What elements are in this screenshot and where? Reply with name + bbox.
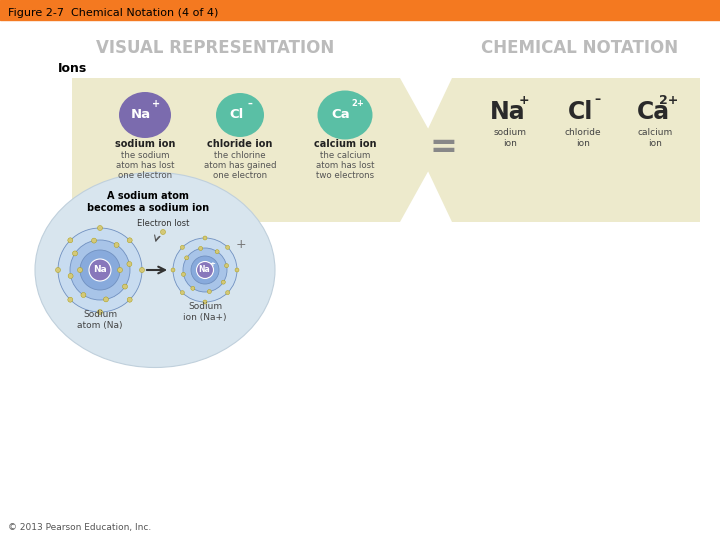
- Text: 2+: 2+: [660, 93, 679, 106]
- Polygon shape: [72, 78, 440, 222]
- Text: Cl: Cl: [568, 100, 594, 124]
- Ellipse shape: [221, 280, 225, 284]
- Ellipse shape: [122, 284, 127, 289]
- Text: CHEMICAL NOTATION: CHEMICAL NOTATION: [482, 39, 678, 57]
- Ellipse shape: [140, 267, 145, 273]
- Ellipse shape: [161, 230, 166, 234]
- Ellipse shape: [78, 267, 83, 273]
- Bar: [0, 0, 720, 20]
- Text: A sodium atom
becomes a sodium ion: A sodium atom becomes a sodium ion: [87, 191, 209, 213]
- Text: +: +: [152, 99, 160, 109]
- Ellipse shape: [68, 297, 73, 302]
- Ellipse shape: [81, 293, 86, 298]
- Ellipse shape: [89, 259, 111, 281]
- Ellipse shape: [181, 291, 184, 295]
- Ellipse shape: [97, 309, 102, 314]
- Text: 2+: 2+: [351, 98, 364, 107]
- Ellipse shape: [127, 261, 132, 267]
- Ellipse shape: [183, 248, 227, 292]
- Ellipse shape: [127, 297, 132, 302]
- Ellipse shape: [80, 250, 120, 290]
- Text: Ions: Ions: [58, 62, 87, 75]
- Ellipse shape: [127, 238, 132, 243]
- Ellipse shape: [181, 272, 186, 276]
- Ellipse shape: [91, 238, 96, 243]
- Ellipse shape: [191, 256, 219, 284]
- Ellipse shape: [216, 93, 264, 137]
- Text: Na: Na: [131, 107, 151, 120]
- Text: the sodium: the sodium: [121, 151, 169, 159]
- Text: +: +: [235, 239, 246, 252]
- Text: Ca: Ca: [636, 100, 670, 124]
- Text: two electrons: two electrons: [316, 171, 374, 179]
- Ellipse shape: [58, 228, 142, 312]
- Text: the chlorine: the chlorine: [214, 151, 266, 159]
- Ellipse shape: [225, 264, 228, 268]
- Ellipse shape: [114, 242, 119, 247]
- Ellipse shape: [73, 251, 78, 256]
- Text: Electron lost: Electron lost: [137, 219, 189, 228]
- Text: –: –: [248, 99, 253, 109]
- Ellipse shape: [35, 172, 275, 368]
- Text: © 2013 Pearson Education, Inc.: © 2013 Pearson Education, Inc.: [8, 523, 151, 532]
- Ellipse shape: [203, 300, 207, 304]
- Text: atom has lost: atom has lost: [116, 160, 174, 170]
- Ellipse shape: [203, 236, 207, 240]
- Ellipse shape: [225, 291, 230, 295]
- Ellipse shape: [191, 286, 195, 291]
- Polygon shape: [418, 78, 700, 222]
- Text: Figure 2-7  Chemical Notation (4 of 4): Figure 2-7 Chemical Notation (4 of 4): [8, 8, 218, 18]
- Text: sodium ion: sodium ion: [114, 139, 175, 149]
- Text: Cl: Cl: [230, 107, 244, 120]
- Ellipse shape: [225, 245, 230, 249]
- Ellipse shape: [97, 226, 102, 231]
- Text: Sodium
ion (Na+): Sodium ion (Na+): [184, 302, 227, 322]
- Text: chloride
ion: chloride ion: [564, 129, 601, 148]
- Text: Ca: Ca: [332, 107, 351, 120]
- Ellipse shape: [215, 249, 219, 254]
- Ellipse shape: [68, 273, 73, 279]
- Text: one electron: one electron: [213, 171, 267, 179]
- Text: calcium
ion: calcium ion: [637, 129, 672, 148]
- Ellipse shape: [117, 267, 122, 273]
- Ellipse shape: [184, 256, 189, 260]
- Ellipse shape: [119, 92, 171, 138]
- Ellipse shape: [68, 238, 73, 243]
- Text: the calcium: the calcium: [320, 151, 370, 159]
- Text: =: =: [429, 132, 457, 165]
- Text: atom has gained: atom has gained: [204, 160, 276, 170]
- Text: Na: Na: [93, 266, 107, 274]
- Text: atom has lost: atom has lost: [316, 160, 374, 170]
- Ellipse shape: [207, 289, 212, 294]
- Text: +: +: [209, 261, 215, 267]
- Ellipse shape: [197, 261, 214, 279]
- Text: VISUAL REPRESENTATION: VISUAL REPRESENTATION: [96, 39, 334, 57]
- Text: –: –: [594, 93, 600, 106]
- Text: one electron: one electron: [118, 171, 172, 179]
- Ellipse shape: [235, 268, 239, 272]
- Text: Na: Na: [198, 266, 210, 274]
- Text: sodium
ion: sodium ion: [493, 129, 526, 148]
- Text: calcium ion: calcium ion: [314, 139, 377, 149]
- Ellipse shape: [173, 238, 237, 302]
- Ellipse shape: [55, 267, 60, 273]
- Ellipse shape: [318, 91, 372, 139]
- Text: chloride ion: chloride ion: [207, 139, 273, 149]
- Text: Na: Na: [490, 100, 526, 124]
- Ellipse shape: [171, 268, 175, 272]
- Ellipse shape: [104, 297, 109, 302]
- Ellipse shape: [181, 245, 184, 249]
- Text: Sodium
atom (Na): Sodium atom (Na): [77, 310, 122, 330]
- Ellipse shape: [199, 246, 202, 251]
- Ellipse shape: [70, 240, 130, 300]
- Text: +: +: [518, 93, 529, 106]
